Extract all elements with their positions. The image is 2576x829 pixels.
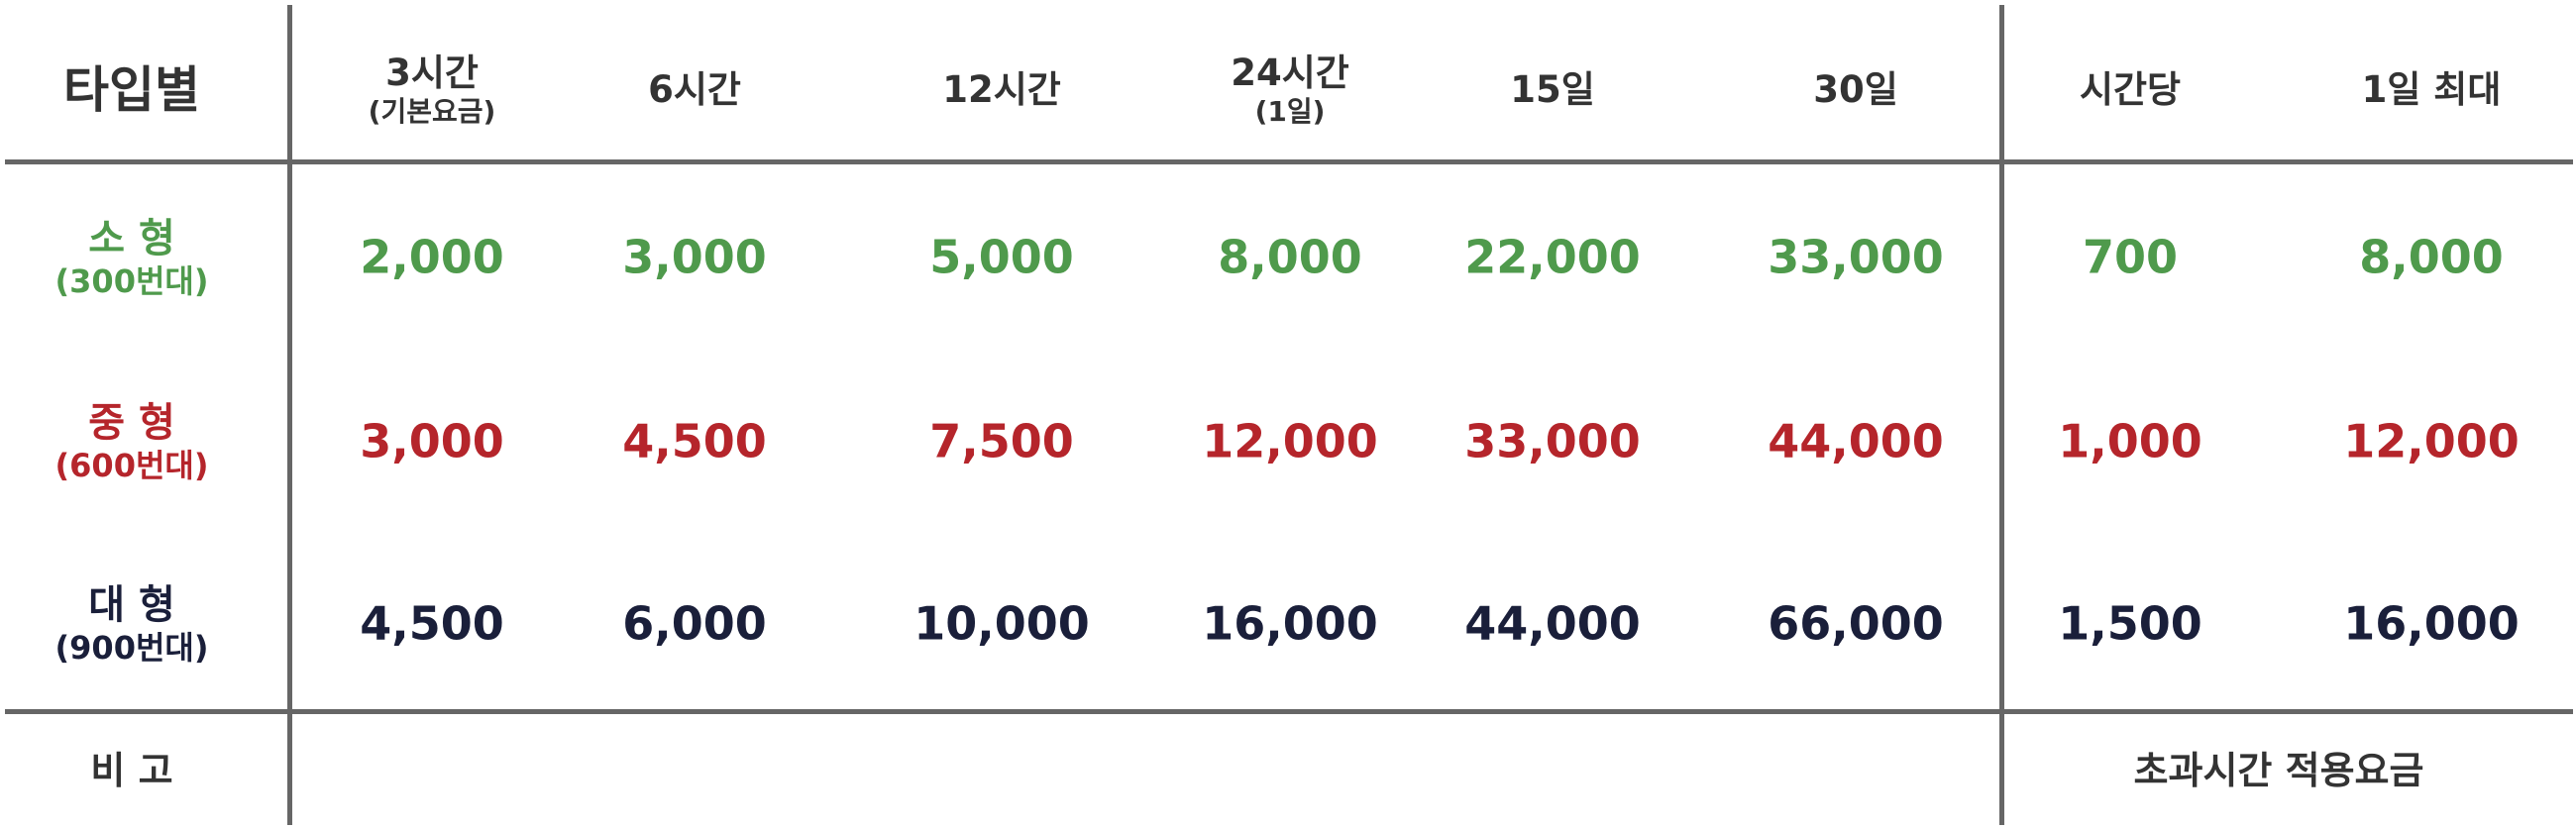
column-header-label: 15일 [1510, 67, 1595, 111]
column-header: 15일 [1510, 68, 1595, 112]
remarks-label: 비 고 [90, 749, 173, 793]
price-cell: 1,500 [2058, 596, 2202, 651]
price-cell: 5,000 [929, 230, 1074, 284]
column-header: 24시간 (1일) [1231, 52, 1349, 129]
price-cell: 8,000 [2359, 230, 2504, 284]
column-header: 3시간 (기본요금) [369, 52, 496, 129]
column-header: 1일 최대 [2362, 68, 2502, 112]
price-cell: 3,000 [622, 230, 767, 284]
vertical-divider-1 [287, 5, 292, 825]
price-cell: 4,500 [360, 596, 504, 651]
price-cell: 12,000 [1202, 414, 1378, 468]
price-cell: 12,000 [2343, 414, 2520, 468]
column-header-label: 시간당 [2079, 67, 2182, 111]
row-type-sub: (300번대) [54, 261, 209, 300]
column-header: 30일 [1813, 68, 1898, 112]
price-cell: 33,000 [1464, 414, 1641, 468]
price-cell: 6,000 [622, 596, 767, 651]
column-header-label: 12시간 [942, 67, 1061, 111]
column-header-sub: (기본요금) [368, 95, 496, 129]
column-header: 12시간 [942, 68, 1061, 112]
type-header: 타입별 [63, 61, 200, 119]
column-header-label: 30일 [1813, 67, 1898, 111]
footer-divider [5, 709, 2573, 714]
column-header-label: 1일 최대 [2361, 67, 2502, 111]
row-type: 대 형 (900번대) [55, 581, 209, 667]
row-type: 중 형 (600번대) [55, 399, 209, 484]
column-header-label: 24시간 [1231, 52, 1349, 95]
row-type-sub: (600번대) [54, 446, 209, 484]
header-divider [5, 159, 2573, 164]
column-header-label: 6시간 [648, 67, 741, 111]
price-cell: 7,500 [929, 414, 1074, 468]
price-cell: 3,000 [360, 414, 504, 468]
price-cell: 2,000 [360, 230, 504, 284]
price-cell: 10,000 [913, 596, 1090, 651]
price-cell: 33,000 [1768, 230, 1944, 284]
column-header-sub: (1일) [1254, 95, 1326, 129]
price-cell: 16,000 [1202, 596, 1378, 651]
price-cell: 1,000 [2058, 414, 2202, 468]
row-type: 소 형 (300번대) [55, 215, 209, 300]
price-cell: 4,500 [622, 414, 767, 468]
price-cell: 16,000 [2343, 596, 2520, 651]
row-type-label: 소 형 [88, 215, 175, 261]
overtime-note: 초과시간 적용요금 [2133, 749, 2424, 793]
price-cell: 66,000 [1768, 596, 1944, 651]
column-header-label: 3시간 [385, 52, 479, 95]
price-cell: 700 [2082, 230, 2179, 284]
vertical-divider-2 [1999, 5, 2004, 825]
column-header: 6시간 [648, 68, 741, 112]
price-cell: 44,000 [1464, 596, 1641, 651]
price-cell: 44,000 [1768, 414, 1944, 468]
row-type-label: 대 형 [88, 581, 175, 628]
price-cell: 8,000 [1218, 230, 1362, 284]
price-cell: 22,000 [1464, 230, 1641, 284]
row-type-label: 중 형 [88, 399, 175, 446]
row-type-sub: (900번대) [54, 628, 209, 667]
column-header: 시간당 [2080, 68, 2181, 112]
